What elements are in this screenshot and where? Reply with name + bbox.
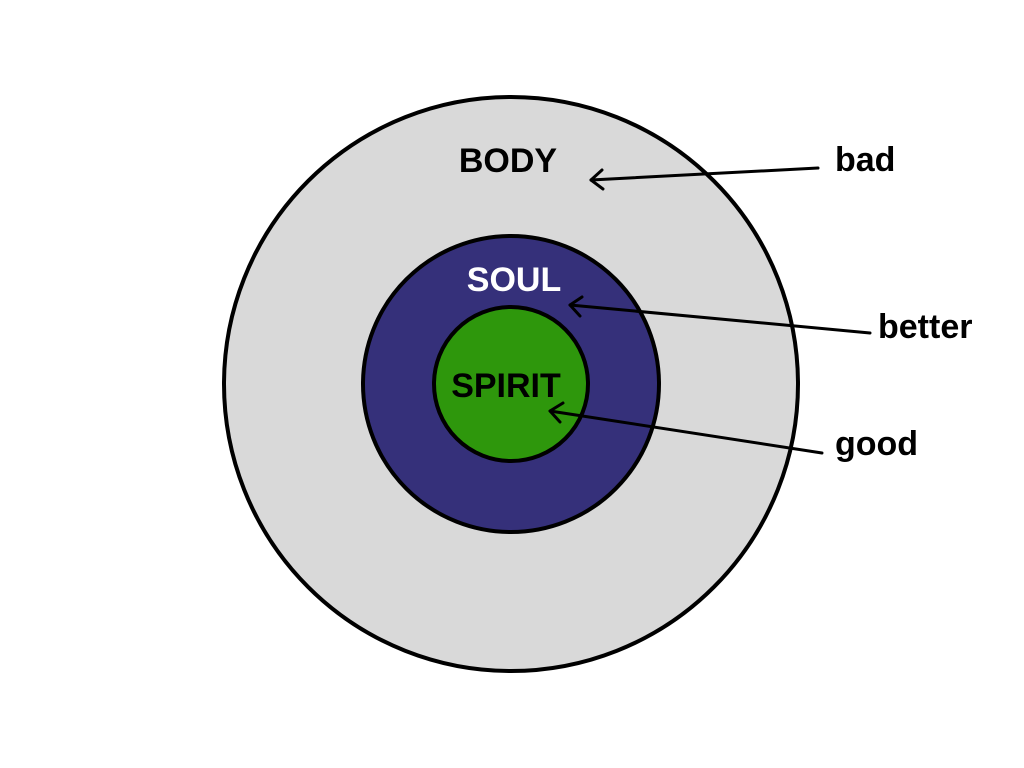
soul-label: SOUL [467, 261, 561, 299]
better-label: better [878, 308, 972, 346]
good-arrow [548, 401, 824, 455]
spirit-ring [432, 305, 590, 463]
spirit-label: SPIRIT [451, 367, 561, 405]
bad-arrow [589, 166, 820, 191]
bad-label: bad [835, 141, 895, 179]
body-label: BODY [459, 142, 558, 180]
better-arrow [568, 295, 872, 335]
good-label: good [835, 425, 918, 463]
